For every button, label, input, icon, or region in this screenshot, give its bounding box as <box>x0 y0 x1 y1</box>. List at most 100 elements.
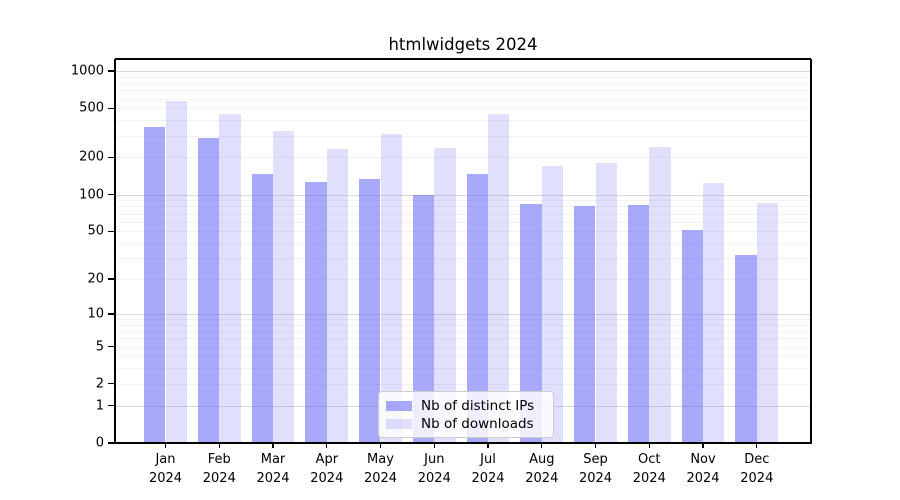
bar-jun-ips <box>412 194 435 443</box>
spine-bottom <box>115 442 811 444</box>
bar-dec-ips <box>735 254 757 443</box>
xtick-mark-may <box>379 443 382 448</box>
spine-left <box>114 59 116 444</box>
xtick-month: Sep <box>583 452 608 467</box>
xtick-month: Aug <box>529 452 555 467</box>
xtick-month: Mar <box>260 452 286 467</box>
bar-jan-ips <box>144 127 166 443</box>
bar-jul-downloads <box>488 113 510 443</box>
legend-item-downloads: Nb of downloads <box>386 415 545 432</box>
xtick-label-jul: Jul 2024 <box>456 450 520 488</box>
xtick-month: Feb <box>207 452 231 467</box>
xtick-label-jan: Jan 2024 <box>134 450 198 488</box>
gridline-minor-500 <box>115 108 811 110</box>
gridline-minor-6 <box>115 338 811 340</box>
gridline-minor-90 <box>115 200 811 202</box>
gridline-minor-200 <box>115 157 811 159</box>
legend-item-distinct-ips: Nb of distinct IPs <box>386 397 545 414</box>
ytick-mark-20 <box>108 278 114 280</box>
ytick-label-100: 100 <box>79 187 104 202</box>
xtick-year: 2024 <box>202 471 236 486</box>
bar-apr-ips <box>305 181 327 443</box>
bar-mar-downloads <box>273 130 295 443</box>
gridline-minor-7 <box>115 331 811 332</box>
xtick-mark-apr <box>326 443 328 448</box>
xtick-month: Jun <box>424 452 445 467</box>
bar-dec-downloads <box>756 202 779 443</box>
ytick-label-1: 1 <box>95 398 104 414</box>
gridline-minor-3 <box>115 368 811 370</box>
legend-swatch-distinct-ips <box>386 400 412 411</box>
bar-may-ips <box>359 178 381 443</box>
ytick-mark-2 <box>108 383 114 385</box>
xtick-label-dec: Dec 2024 <box>725 450 789 488</box>
xtick-label-feb: Feb 2024 <box>187 450 251 488</box>
bar-aug-downloads <box>541 166 564 443</box>
xtick-month: Jul <box>480 452 496 467</box>
xtick-mark-jul <box>487 443 489 448</box>
gridline-minor-40 <box>115 243 811 244</box>
xtick-year: 2024 <box>310 471 344 486</box>
xtick-label-apr: Apr 2024 <box>295 450 359 488</box>
bar-oct-ips <box>627 205 650 443</box>
xtick-label-oct: Oct 2024 <box>617 450 681 488</box>
gridline-minor-80 <box>115 206 811 208</box>
xtick-year: 2024 <box>525 471 559 486</box>
ytick-mark-0 <box>108 442 114 444</box>
gridline-minor-8 <box>115 324 811 326</box>
bar-jul-ips <box>466 173 488 443</box>
gridline-minor-70 <box>115 213 811 215</box>
legend-swatch-downloads <box>386 418 412 429</box>
xtick-label-sep: Sep 2024 <box>564 450 628 488</box>
gridline-minor-2 <box>115 383 811 385</box>
gridline-minor-4 <box>115 356 811 358</box>
gridline-major-1000 <box>115 71 811 72</box>
bar-jun-downloads <box>434 147 456 443</box>
xtick-label-nov: Nov 2024 <box>671 450 735 488</box>
xtick-month: Jan <box>155 452 176 467</box>
gridline-minor-400 <box>115 120 811 122</box>
ytick-label-0: 0 <box>95 435 104 451</box>
xtick-year: 2024 <box>471 471 505 486</box>
ytick-label-50: 50 <box>87 223 104 239</box>
ytick-mark-10 <box>108 313 114 315</box>
ytick-mark-1 <box>108 405 114 407</box>
xtick-year: 2024 <box>363 471 398 486</box>
gridline-minor-900 <box>115 76 811 78</box>
legend-label-distinct-ips: Nb of distinct IPs <box>421 397 535 414</box>
xtick-year: 2024 <box>686 471 720 486</box>
ytick-label-20: 20 <box>87 271 104 287</box>
xtick-month: Nov <box>690 452 716 467</box>
xtick-year: 2024 <box>256 471 290 486</box>
ytick-label-2: 2 <box>95 376 104 392</box>
bar-apr-downloads <box>326 148 349 443</box>
xtick-month: Apr <box>315 452 339 467</box>
gridline-minor-60 <box>115 221 811 223</box>
xtick-mark-dec <box>756 443 758 448</box>
xtick-year: 2024 <box>148 471 183 486</box>
xtick-label-aug: Aug 2024 <box>510 450 574 488</box>
gridline-minor-50 <box>115 231 811 233</box>
xtick-mark-jan <box>164 443 167 448</box>
ytick-label-1000: 1000 <box>70 63 104 79</box>
ytick-mark-50 <box>108 230 114 232</box>
bar-nov-downloads <box>703 183 725 443</box>
xtick-mark-oct <box>648 443 650 448</box>
bar-mar-ips <box>251 173 273 443</box>
bar-oct-downloads <box>649 147 671 443</box>
gridline-minor-600 <box>115 98 811 100</box>
ytick-mark-500 <box>108 107 114 109</box>
legend-label-downloads: Nb of downloads <box>421 415 534 432</box>
xtick-mark-aug <box>541 443 543 448</box>
xtick-mark-feb <box>218 443 220 448</box>
bar-sep-ips <box>574 205 596 443</box>
xtick-month: Oct <box>638 452 661 467</box>
xtick-mark-jun <box>433 443 435 448</box>
gridline-minor-20 <box>115 279 811 281</box>
ytick-mark-200 <box>108 156 114 159</box>
gridline-minor-9 <box>115 319 811 320</box>
spine-top <box>115 58 811 60</box>
xtick-year: 2024 <box>578 471 613 486</box>
xtick-mark-mar <box>272 443 274 448</box>
